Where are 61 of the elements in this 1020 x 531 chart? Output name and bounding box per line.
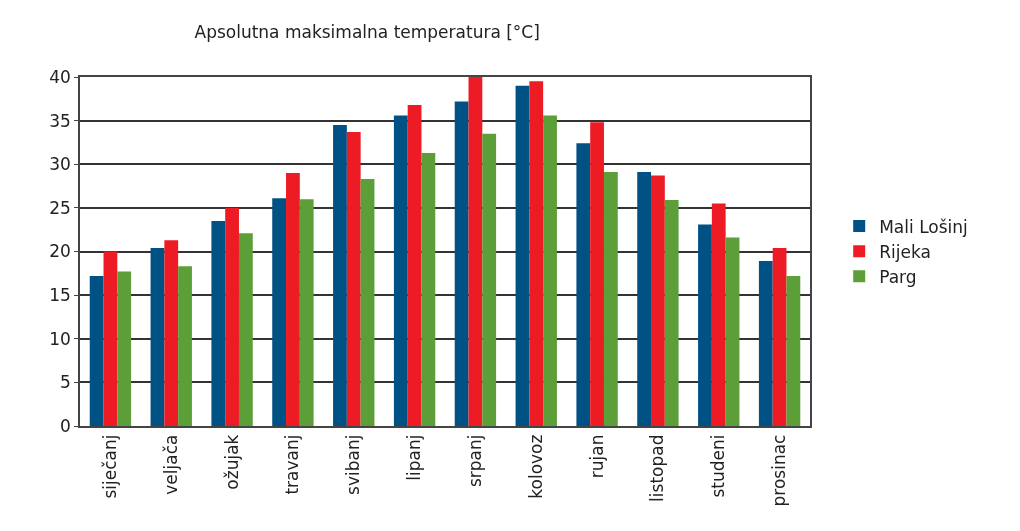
bar (529, 81, 544, 426)
bar (103, 251, 118, 426)
bar (89, 275, 104, 426)
bar (360, 179, 375, 426)
bar (758, 261, 773, 426)
bar (238, 233, 253, 426)
bar (543, 115, 557, 426)
y-tick-label: 25 (49, 197, 71, 218)
bar (725, 237, 740, 426)
x-tick-label: srpanj (464, 434, 485, 488)
bar (651, 175, 665, 426)
y-tick-label: 5 (60, 372, 71, 393)
x-tick-label: studeni (708, 434, 729, 498)
bar (178, 266, 192, 426)
bar (698, 224, 712, 426)
x-tick-label: lipanj (404, 434, 425, 481)
bar (772, 248, 787, 426)
bar (515, 85, 530, 426)
bar (117, 271, 132, 426)
x-tick-label: kolovoz (525, 434, 546, 499)
bar (150, 248, 165, 426)
y-tick-label: 0 (60, 415, 71, 436)
bar (482, 133, 497, 426)
bar (225, 207, 239, 426)
bar (421, 152, 436, 426)
bar (164, 240, 179, 426)
bar (786, 275, 801, 426)
bar (407, 104, 422, 426)
x-tick-label: siječanj (99, 434, 120, 499)
y-tick-label: 15 (49, 285, 71, 306)
bar (603, 172, 618, 426)
bar (299, 199, 314, 426)
bar (454, 101, 469, 426)
x-tick-label: prosinac (769, 434, 790, 507)
bar (211, 220, 226, 426)
bar (664, 200, 679, 426)
x-tick-label: listopad (647, 434, 668, 502)
x-tick-label: svibanj (343, 434, 364, 495)
x-tick-label: veljača (160, 434, 181, 495)
chart-title: Apsolutna maksimalna temperatura [°C] (194, 22, 540, 43)
bar (393, 115, 408, 426)
bar (272, 198, 287, 426)
y-tick-label: 35 (49, 110, 71, 131)
bar (346, 131, 361, 426)
bar (590, 122, 604, 426)
bar (711, 203, 726, 426)
bar (286, 172, 300, 426)
y-tick-label: 30 (49, 154, 71, 175)
y-tick-label: 20 (49, 241, 71, 262)
legend-label: Parg (879, 266, 917, 287)
bar (637, 172, 652, 426)
bar (333, 124, 347, 426)
bar (576, 143, 591, 426)
legend-label: Mali Lošinj (879, 216, 968, 237)
x-tick-label: travanj (282, 434, 303, 495)
x-tick-label: rujan (586, 434, 607, 479)
bar (468, 77, 483, 426)
y-tick-label: 10 (49, 328, 71, 349)
x-tick-label: ožujak (221, 434, 242, 490)
y-tick-label: 40 (49, 66, 71, 87)
legend-label: Rijeka (879, 241, 931, 262)
